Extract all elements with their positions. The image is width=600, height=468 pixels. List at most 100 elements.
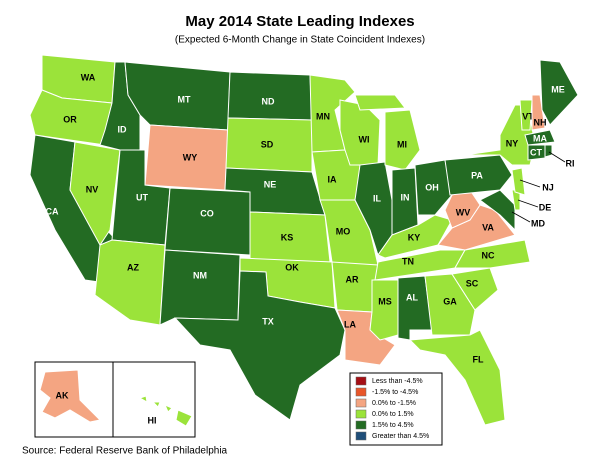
state-shape <box>524 129 556 146</box>
state-shape <box>444 154 513 196</box>
state-shape <box>539 59 579 126</box>
state-shape <box>384 109 421 171</box>
state-label: IL <box>373 193 382 203</box>
state-label: CA <box>46 206 59 216</box>
state-label: IA <box>328 174 338 184</box>
state-shape <box>175 409 193 427</box>
state-label: VT <box>522 111 534 121</box>
source: Source: Federal Reserve Bank of Philadel… <box>22 446 228 457</box>
state-label: MN <box>316 111 330 121</box>
state-shape <box>354 94 406 111</box>
legend-label: -1.5% to -4.5% <box>372 389 418 396</box>
state-label: MD <box>531 218 545 228</box>
state-label: WY <box>183 152 198 162</box>
state-label: NJ <box>542 182 554 192</box>
state-shape <box>138 395 148 403</box>
state-shape <box>369 279 399 341</box>
title: May 2014 State Leading Indexes <box>185 13 414 30</box>
hawaii-inset <box>112 361 196 438</box>
state-label: PA <box>471 170 483 180</box>
state-label: LA <box>344 319 356 329</box>
state-label: GA <box>443 296 457 306</box>
state-label: NH <box>534 117 547 127</box>
state-label: UT <box>136 192 148 202</box>
state-shape <box>151 401 161 408</box>
state-label: MA <box>533 133 547 143</box>
state-label: MS <box>378 296 392 306</box>
legend-label: 0.0% to -1.5% <box>372 400 416 407</box>
state-label: HI <box>148 415 157 425</box>
state-shape <box>377 214 453 259</box>
state-shape <box>159 249 241 326</box>
state-label: ND <box>262 96 275 106</box>
legend-label: 0.0% to 1.5% <box>372 411 414 418</box>
legend-label: Less than -4.5% <box>372 378 423 385</box>
state-label: ME <box>551 84 565 94</box>
state-shape <box>39 369 102 423</box>
state-label: AL <box>406 292 418 302</box>
legend: Less than -4.5% -1.5% to -4.5% 0.0% to -1.… <box>355 376 429 441</box>
legend-label: 1.5% to 4.5% <box>372 422 414 429</box>
states: WA OR CA NV ID MT WY UT AZ CO NM ND SD NE KS OK TX MN IA MO… <box>29 54 579 427</box>
state-label: CO <box>200 208 214 218</box>
legend-swatch <box>355 409 367 419</box>
state-shape <box>511 167 526 196</box>
state-shape <box>424 273 476 336</box>
state-shape <box>408 329 506 426</box>
state-label: OR <box>63 114 77 124</box>
state-label: TX <box>262 316 274 326</box>
state-label: AR <box>346 274 359 284</box>
state-shape <box>479 189 516 232</box>
state-shape <box>454 239 531 269</box>
legend-swatch <box>355 398 367 408</box>
state-label: AZ <box>127 262 139 272</box>
state-label: SD <box>261 139 274 149</box>
state-label: RI <box>566 158 575 168</box>
state-label: NY <box>506 138 519 148</box>
leader-line <box>517 199 539 208</box>
state-label: TN <box>402 256 414 266</box>
legend-swatch <box>355 420 367 430</box>
state-label: DE <box>539 202 552 212</box>
state-shape <box>173 270 346 421</box>
state-label: MO <box>336 226 351 236</box>
subtitle: (Expected 6-Month Change in State Coinci… <box>175 35 425 46</box>
state-label: NV <box>86 184 99 194</box>
state-shape <box>414 159 453 216</box>
legend-swatch <box>355 376 367 386</box>
state-shape <box>331 261 379 313</box>
state-shape <box>164 404 173 413</box>
legend-swatch <box>355 431 367 441</box>
state-label: KY <box>408 232 421 242</box>
state-label: SC <box>466 278 479 288</box>
state-label: ID <box>118 124 128 134</box>
state-label: NM <box>193 270 207 280</box>
state-label: VA <box>482 222 494 232</box>
state-label: NC <box>482 250 495 260</box>
state-label: AK <box>56 390 69 400</box>
state-label: NE <box>264 179 277 189</box>
state-label: WI <box>359 134 370 144</box>
legend-label: Greater than 4.5% <box>372 433 429 440</box>
state-shape <box>519 99 533 131</box>
state-shape <box>544 144 553 158</box>
state-label: KS <box>281 232 294 242</box>
state-label: FL <box>473 354 484 364</box>
state-label: MI <box>397 139 407 149</box>
state-label: OK <box>285 262 299 272</box>
state-shape <box>451 267 499 311</box>
state-shape <box>69 141 121 246</box>
state-label: WA <box>81 72 96 82</box>
leader-line <box>548 151 566 163</box>
leader-line <box>511 211 531 223</box>
legend-swatch <box>355 387 367 397</box>
state-shape <box>94 239 166 326</box>
state-label: OH <box>425 182 439 192</box>
state-shape <box>527 144 546 161</box>
state-shape <box>164 187 251 256</box>
state-label: MT <box>178 94 191 104</box>
state-shape <box>531 94 546 131</box>
state-label: IN <box>401 192 410 202</box>
state-label: CT <box>530 147 542 157</box>
